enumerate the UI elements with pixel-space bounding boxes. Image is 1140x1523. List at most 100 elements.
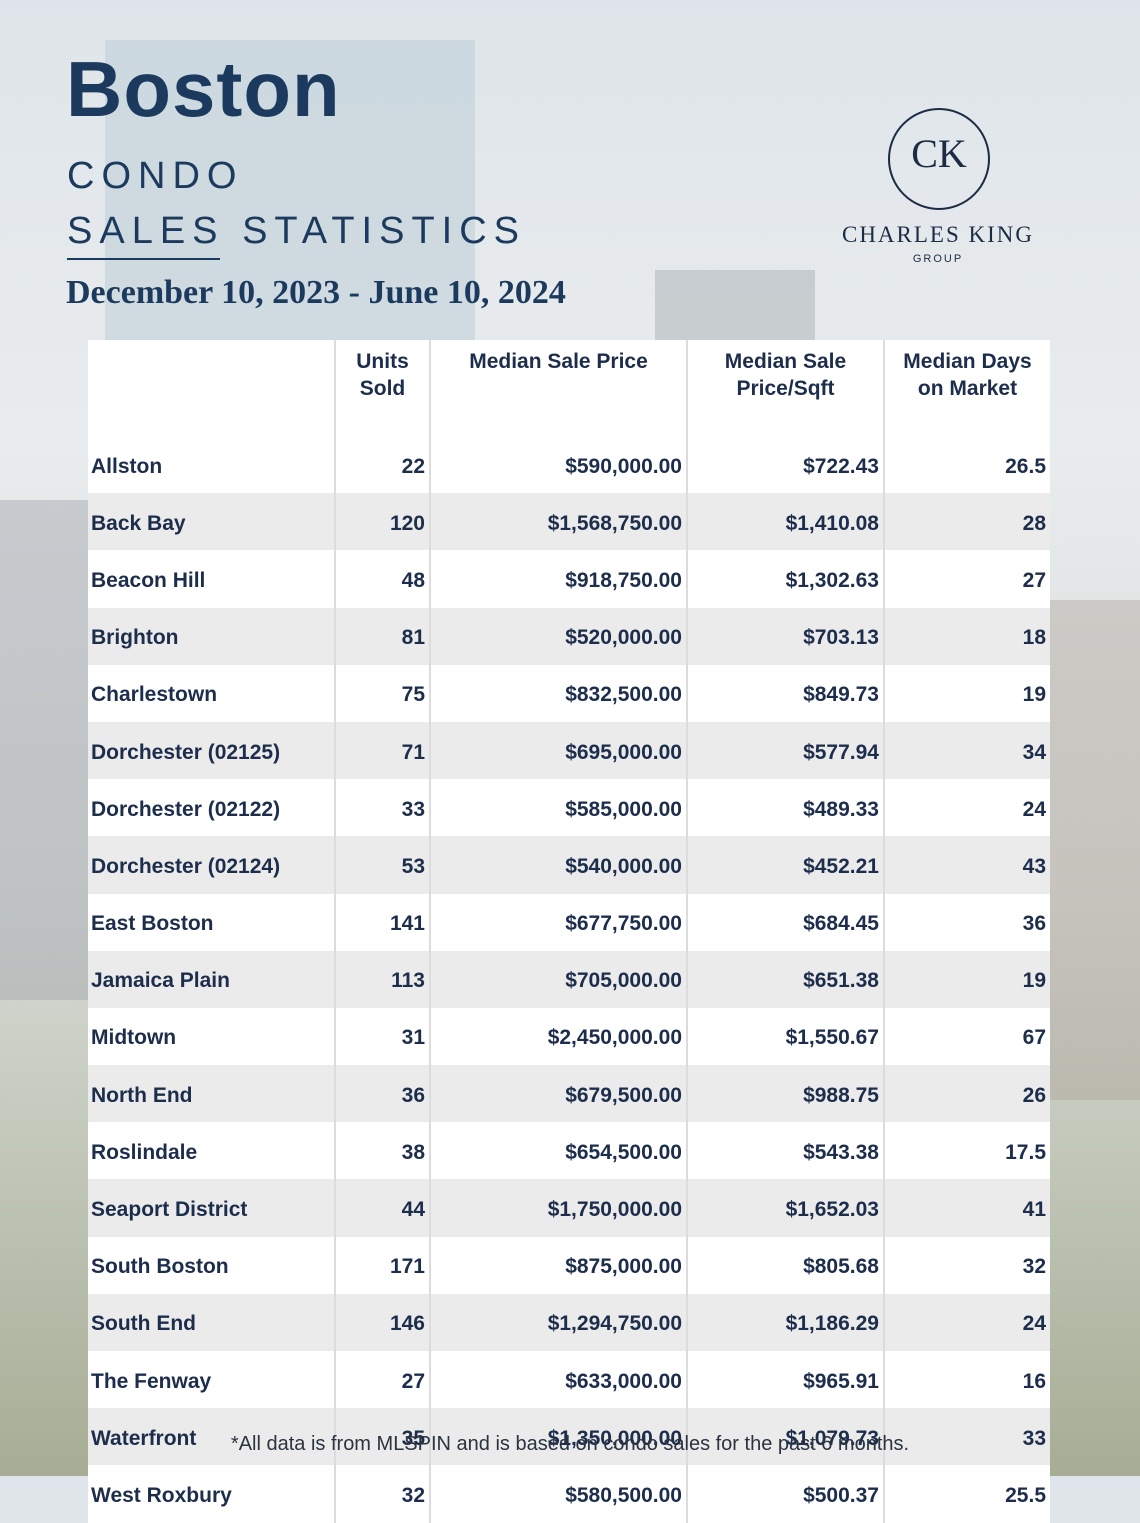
cell: 24 xyxy=(883,779,1050,837)
logo-group: GROUP xyxy=(912,253,964,265)
cell: $705,000.00 xyxy=(429,950,687,1008)
neighborhood: Jamaica Plain xyxy=(88,950,335,1008)
cell: $849.73 xyxy=(686,664,884,722)
cell: 146 xyxy=(334,1293,430,1351)
logo-monogram: CK xyxy=(911,131,967,176)
cell: $1,550.67 xyxy=(686,1007,884,1066)
cell: $577.94 xyxy=(686,721,884,780)
cell: 71 xyxy=(334,721,430,780)
background-building xyxy=(655,270,815,340)
table-row: Waterfront 35 $1,350,000.00 $1,079.73 33 xyxy=(88,1408,1050,1466)
cell: 16 xyxy=(883,1351,1050,1409)
cell: $651.38 xyxy=(686,950,884,1008)
cell: 27 xyxy=(883,550,1050,608)
neighborhood: East Boston xyxy=(88,893,335,951)
cell: 19 xyxy=(883,664,1050,722)
table-row: Brighton 81 $520,000.00 $703.13 18 xyxy=(88,607,1050,665)
neighborhood: Waterfront xyxy=(88,1408,335,1466)
logo-name: CHARLES KING xyxy=(841,222,1035,247)
cell: $489.33 xyxy=(686,779,884,837)
cell: 32 xyxy=(883,1236,1050,1294)
neighborhood: South End xyxy=(88,1293,335,1351)
cell: $654,500.00 xyxy=(429,1122,687,1180)
cell: $1,302.63 xyxy=(686,550,884,608)
neighborhood: Beacon Hill xyxy=(88,550,335,608)
header-row: Units Sold Median Sale Price Median Sale P… xyxy=(88,340,1050,436)
date-range: December 10, 2023 - June 10, 2024 xyxy=(66,274,566,311)
header-cell xyxy=(88,340,335,436)
cell: $1,750,000.00 xyxy=(429,1179,687,1237)
table-row: Allston 22 $590,000.00 $722.43 26.5 xyxy=(88,436,1050,494)
cell: 33 xyxy=(883,1408,1050,1466)
cell: $805.68 xyxy=(686,1236,884,1294)
cell: $1,186.29 xyxy=(686,1293,884,1351)
table-row: Back Bay 120 $1,568,750.00 $1,410.08 28 xyxy=(88,493,1050,551)
cell: $520,000.00 xyxy=(429,607,687,665)
table-row: Dorchester (02124) 53 $540,000.00 $452.21 43 xyxy=(88,836,1050,894)
cell: $988.75 xyxy=(686,1065,884,1123)
cell: $832,500.00 xyxy=(429,664,687,722)
cell: $633,000.00 xyxy=(429,1351,687,1409)
cell: 33 xyxy=(334,779,430,837)
subtitle: CONDO xyxy=(67,155,244,197)
table-row: Roslindale 38 $654,500.00 $543.38 17.5 xyxy=(88,1122,1050,1180)
cell: $1,652.03 xyxy=(686,1179,884,1237)
cell: 17.5 xyxy=(883,1122,1050,1180)
cell: $543.38 xyxy=(686,1122,884,1180)
cell: 19 xyxy=(883,950,1050,1008)
cell: 38 xyxy=(334,1122,430,1180)
cell: $585,000.00 xyxy=(429,779,687,837)
cell: 120 xyxy=(334,493,430,551)
underline xyxy=(67,258,220,260)
cell: $500.37 xyxy=(686,1465,884,1523)
cell: $540,000.00 xyxy=(429,836,687,894)
neighborhood: Seaport District xyxy=(88,1179,335,1237)
table-row: East Boston 141 $677,750.00 $684.45 36 xyxy=(88,893,1050,951)
stats-table: Units Sold Median Sale Price Median Sale P… xyxy=(88,340,1050,1523)
table-row: Dorchester (02122) 33 $585,000.00 $489.33 24 xyxy=(88,779,1050,837)
table-row: Charlestown 75 $832,500.00 $849.73 19 xyxy=(88,664,1050,722)
neighborhood: South Boston xyxy=(88,1236,335,1294)
cell: $695,000.00 xyxy=(429,721,687,780)
cell: 34 xyxy=(883,721,1050,780)
table-row: North End 36 $679,500.00 $988.75 26 xyxy=(88,1065,1050,1123)
cell: $679,500.00 xyxy=(429,1065,687,1123)
cell: 48 xyxy=(334,550,430,608)
background-building xyxy=(0,500,90,1000)
subtitle: SALES STATISTICS xyxy=(67,210,527,252)
cell: 24 xyxy=(883,1293,1050,1351)
table-row: South End 146 $1,294,750.00 $1,186.29 24 xyxy=(88,1293,1050,1351)
cell: 32 xyxy=(334,1465,430,1523)
cell: 43 xyxy=(883,836,1050,894)
neighborhood: Roslindale xyxy=(88,1122,335,1180)
cell: 53 xyxy=(334,836,430,894)
neighborhood: Charlestown xyxy=(88,664,335,722)
title: Boston xyxy=(66,45,341,133)
cell: 35 xyxy=(334,1408,430,1466)
cell: 27 xyxy=(334,1351,430,1409)
logo-circle xyxy=(888,108,990,210)
footnote: *All data is from MLSPIN and is based on… xyxy=(230,1433,910,1455)
cell: $684.45 xyxy=(686,893,884,951)
cell: 171 xyxy=(334,1236,430,1294)
header-cell: Units Sold xyxy=(334,340,430,436)
cell: $1,350,000.00 xyxy=(429,1408,687,1466)
table-row: West Roxbury 32 $580,500.00 $500.37 25.5 xyxy=(88,1465,1050,1523)
neighborhood: The Fenway xyxy=(88,1351,335,1409)
table-row: Beacon Hill 48 $918,750.00 $1,302.63 27 xyxy=(88,550,1050,608)
header-cell: Median Sale Price/Sqft xyxy=(686,340,884,436)
cell: $580,500.00 xyxy=(429,1465,687,1523)
cell: 67 xyxy=(883,1007,1050,1066)
cell: $875,000.00 xyxy=(429,1236,687,1294)
table-row: Seaport District 44 $1,750,000.00 $1,652.03… xyxy=(88,1179,1050,1237)
neighborhood: Dorchester (02122) xyxy=(88,779,335,837)
background-building xyxy=(1050,600,1140,1100)
background-building xyxy=(105,40,475,340)
cell: 26.5 xyxy=(883,436,1050,494)
cell: 44 xyxy=(334,1179,430,1237)
neighborhood: Allston xyxy=(88,436,335,494)
cell: $1,079.73 xyxy=(686,1408,884,1466)
cell: 36 xyxy=(334,1065,430,1123)
cell: 26 xyxy=(883,1065,1050,1123)
